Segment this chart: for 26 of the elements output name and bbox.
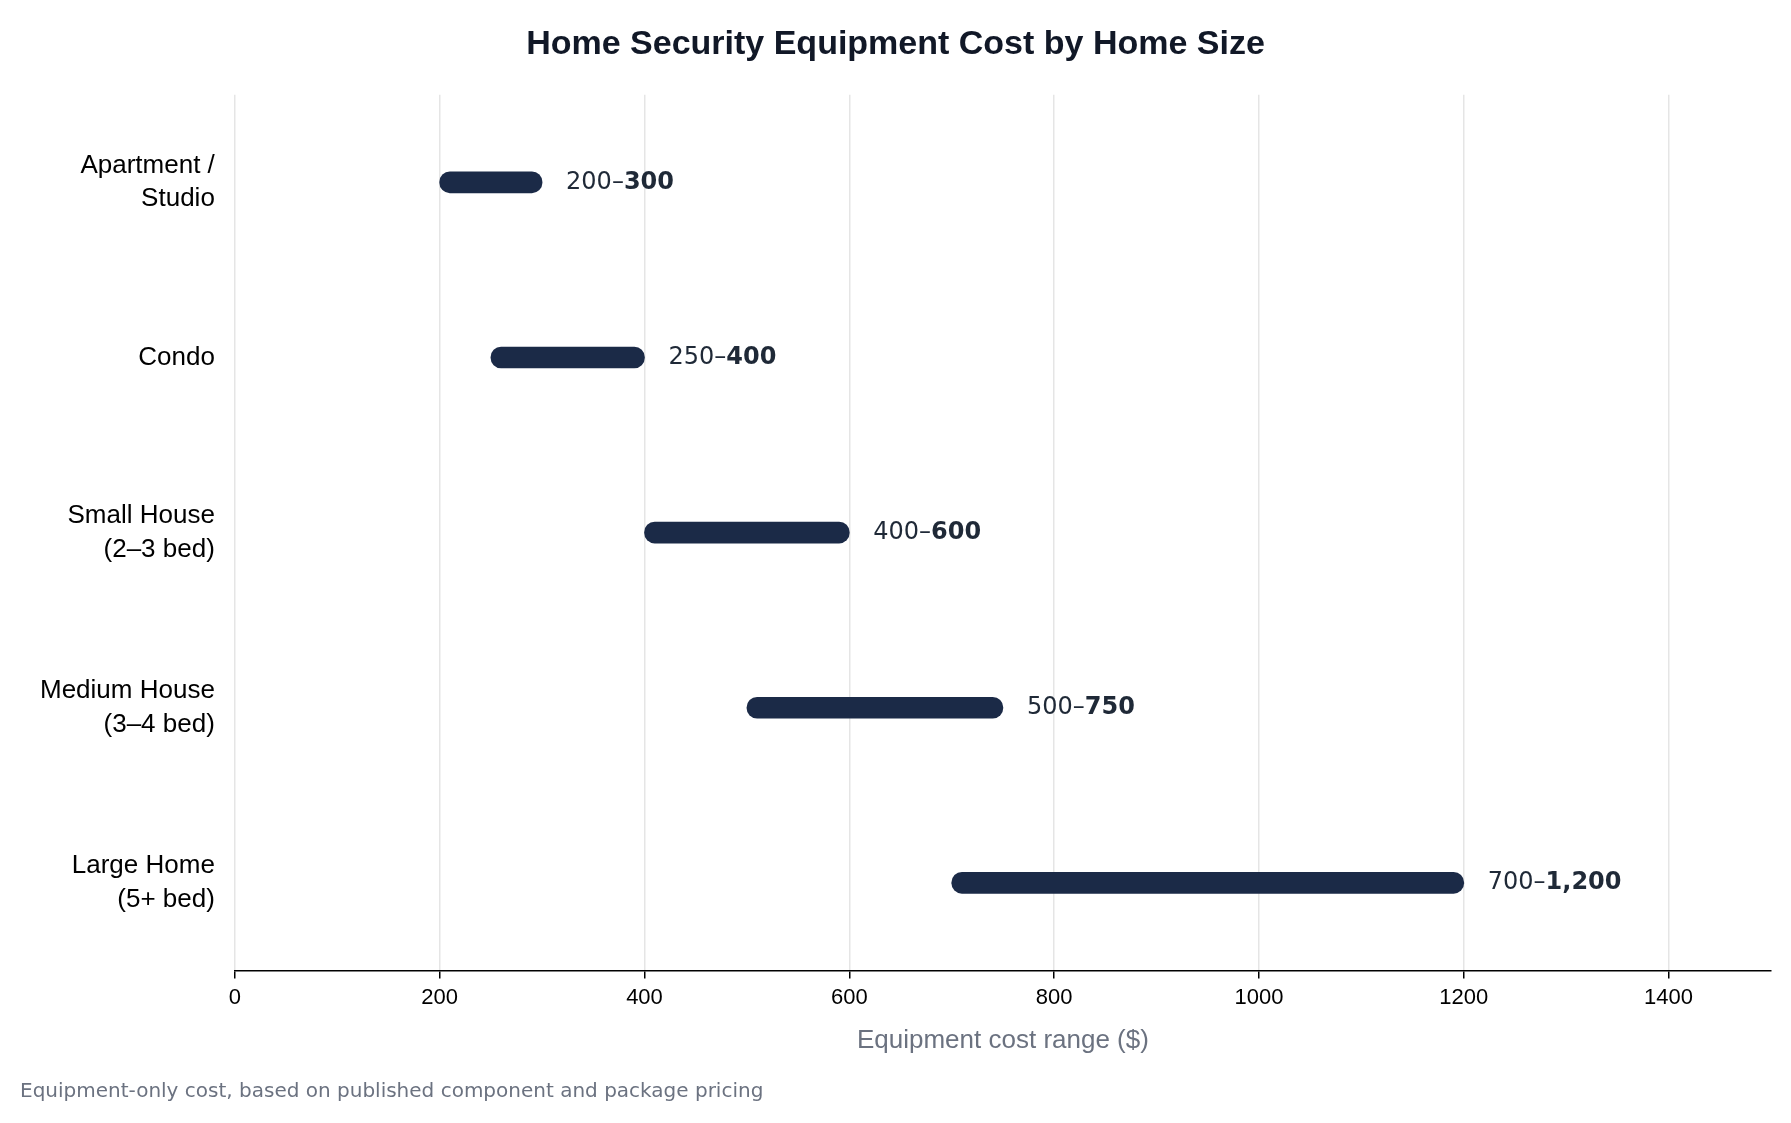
bar: [746, 696, 1004, 719]
x-tick-label: 1400: [1644, 983, 1694, 1009]
data-label: 700–1,200: [1487, 867, 1622, 896]
y-tick-label: Apartment / Studio: [80, 148, 216, 213]
x-tick-label: 800: [1035, 983, 1073, 1009]
x-tick-label: 1000: [1234, 983, 1284, 1009]
y-tick-label: Large Home (5+ bed): [71, 849, 215, 913]
bar: [951, 872, 1465, 894]
y-tick-label: Small House (2–3 bed): [67, 498, 215, 563]
x-axis-title: Equipment cost range ($): [856, 1023, 1149, 1054]
x-tick-label: 200: [421, 983, 459, 1009]
text: Equipment-only cost, based on published component and package pricing: [20, 1078, 764, 1102]
data-label: 200–300: [566, 166, 674, 195]
y-tick-label: Condo: [138, 340, 215, 371]
y-tick-label: Medium House (3–4 bed): [39, 673, 215, 738]
x-tick-label: 600: [830, 983, 868, 1009]
data-label: 500–750: [1026, 691, 1135, 720]
x-tick-label: 1200: [1439, 983, 1489, 1009]
data-label: 250–400: [668, 341, 777, 370]
bar: [490, 346, 645, 369]
chart-title: Home Security Equipment Cost by Home Size: [526, 22, 1265, 61]
bar: [644, 521, 850, 544]
x-tick-label: 400: [626, 983, 663, 1009]
bar: [439, 171, 543, 194]
x-tick-label: 0: [228, 983, 241, 1009]
data-label: 400–600: [873, 516, 982, 545]
